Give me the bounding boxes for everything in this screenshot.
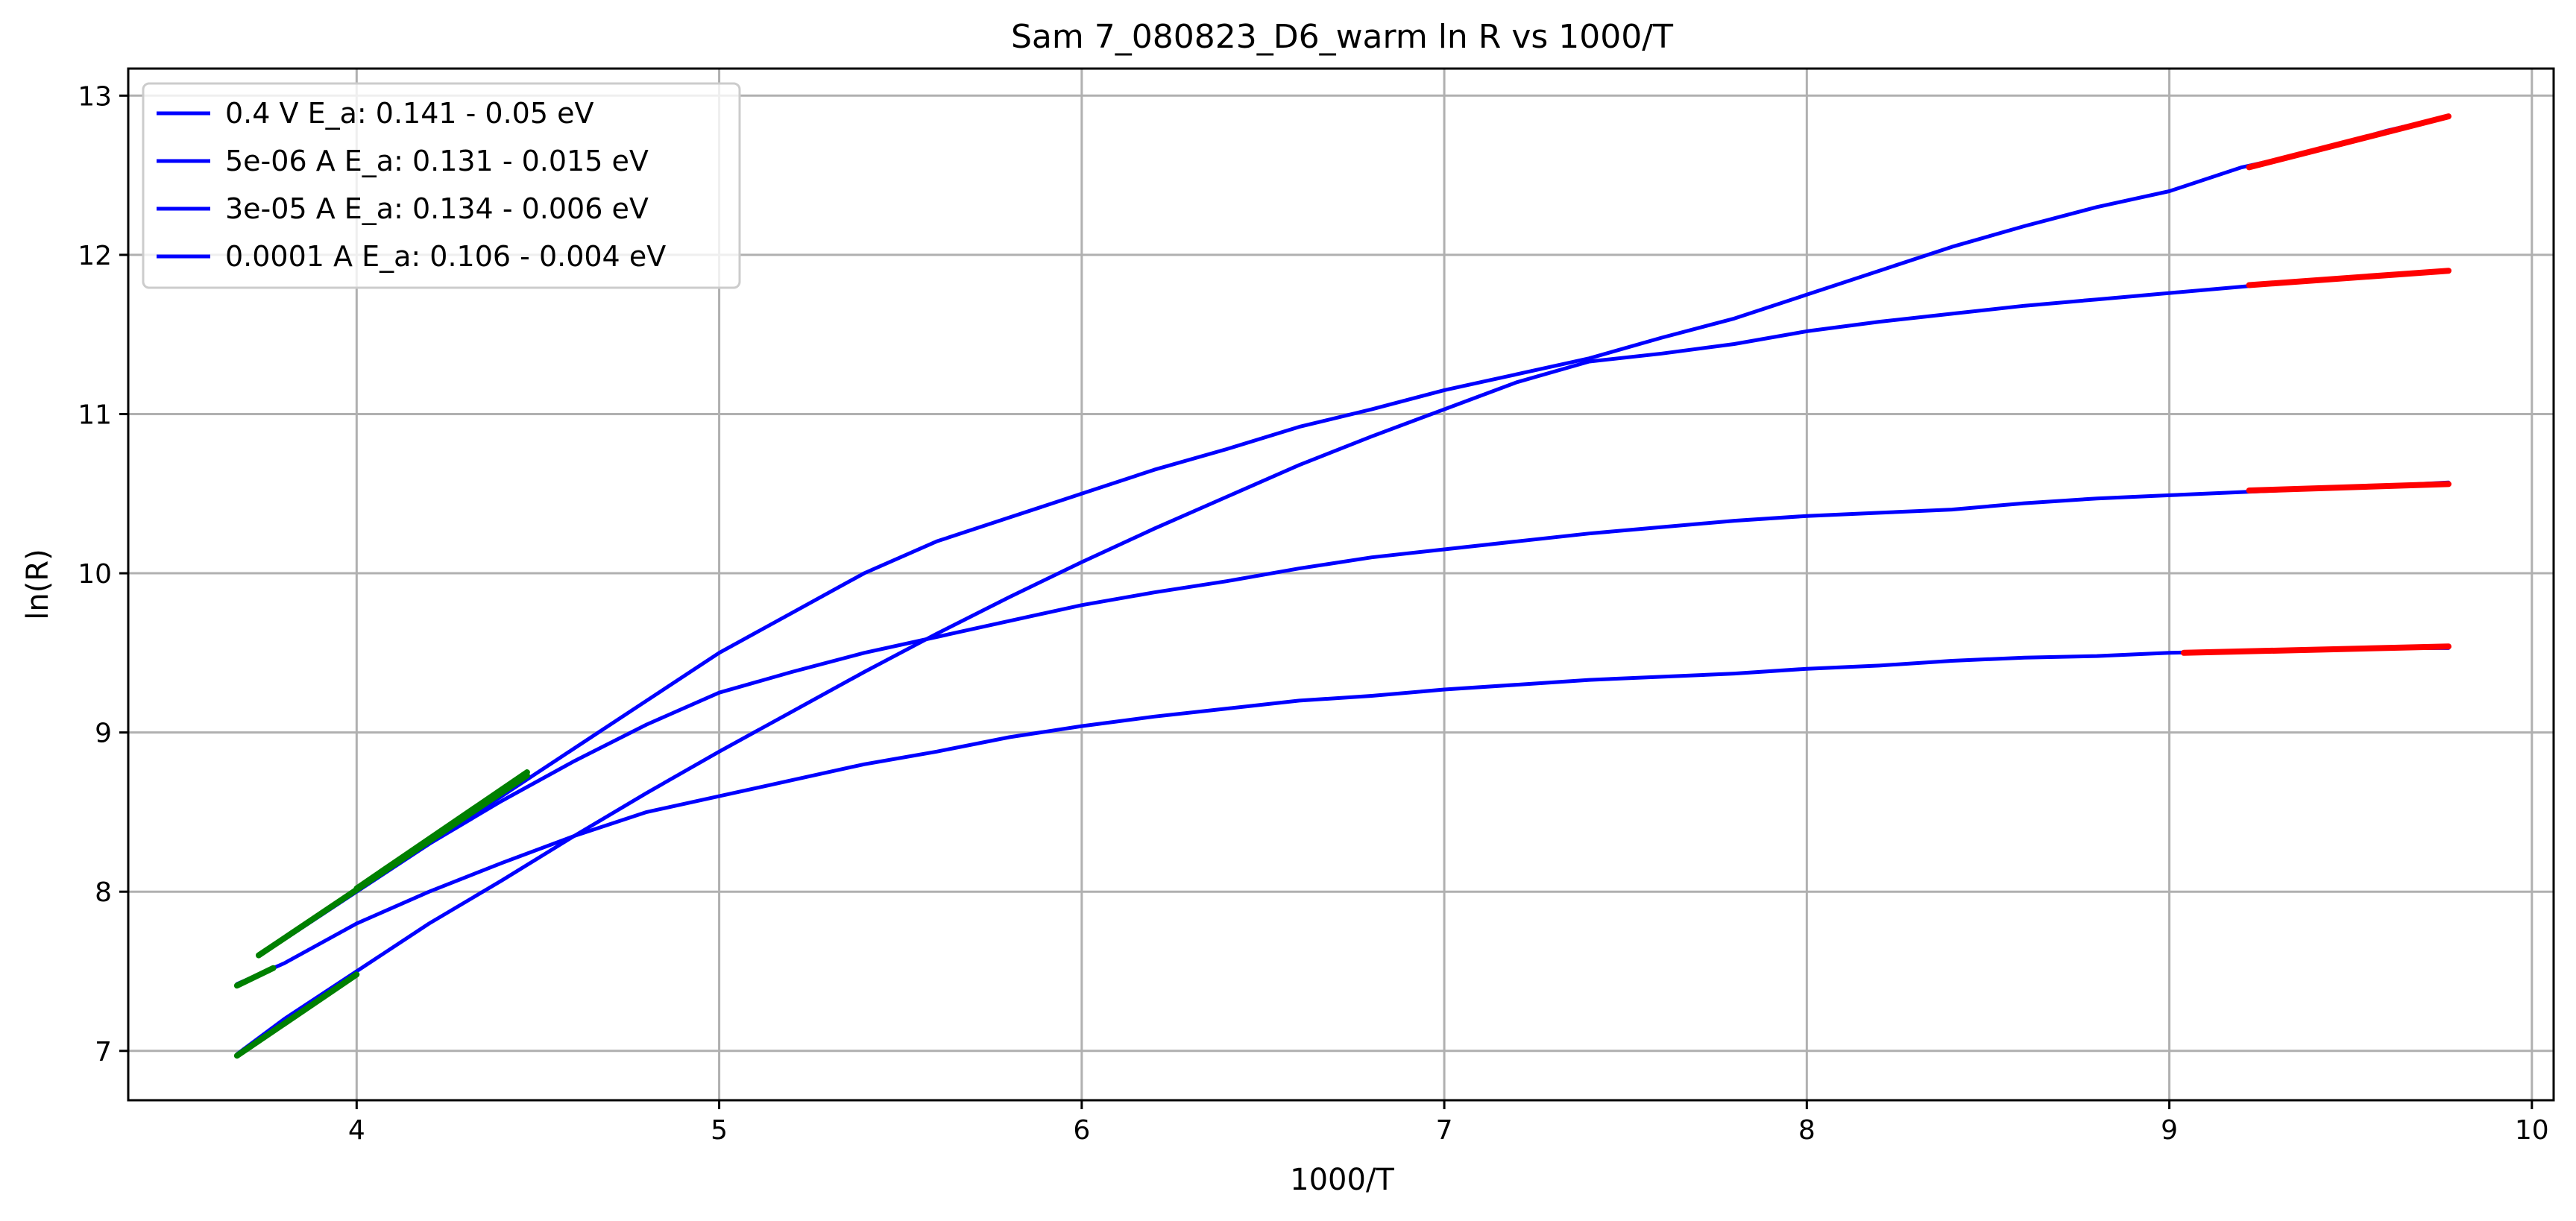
x-tick-label: 5 — [711, 1115, 728, 1146]
series-line-2 — [235, 268, 2451, 1056]
legend: 0.4 V E_a: 0.141 - 0.05 eV 5e-06 A E_a: 0… — [142, 82, 741, 289]
y-axis-label: ln(R) — [21, 549, 55, 619]
high-temperature-fit-line-3 — [233, 965, 277, 989]
legend-box — [142, 82, 741, 289]
plot-frame — [127, 67, 2555, 1102]
high-temperature-fits — [233, 769, 530, 1059]
series-line-3 — [235, 646, 2451, 986]
x-tick-label: 6 — [1073, 1115, 1090, 1146]
low-temperature-fit-line-4 — [2246, 481, 2451, 493]
y-tick-label: 12 — [78, 241, 112, 271]
y-tick-label: 10 — [78, 559, 112, 590]
low-temperature-fit-line-2 — [2246, 268, 2451, 288]
x-tick-label: 8 — [1798, 1115, 1816, 1146]
series-line-4 — [282, 480, 2451, 941]
high-temperature-fit-line-2 — [233, 971, 360, 1059]
y-tick-label: 11 — [78, 400, 112, 430]
y-tick-label: 7 — [95, 1037, 112, 1067]
legend-label: 0.0001 A E_a: 0.106 - 0.004 eV — [225, 240, 666, 273]
legend-label: 5e-06 A E_a: 0.131 - 0.015 eV — [225, 145, 649, 177]
legend-label: 0.4 V E_a: 0.141 - 0.05 eV — [225, 97, 593, 130]
x-tick-label: 10 — [2515, 1115, 2549, 1146]
x-tick-label: 4 — [348, 1115, 365, 1146]
chart-title: Sam 7_080823_D6_warm ln R vs 1000/T — [1011, 18, 1673, 56]
x-tick-label: 7 — [1436, 1115, 1453, 1146]
data-series — [235, 114, 2451, 1056]
legend-label: 3e-05 A E_a: 0.134 - 0.006 eV — [225, 192, 649, 225]
low-temperature-fit-line-1 — [2246, 113, 2451, 171]
series-line-1 — [282, 114, 2451, 941]
y-axis-ticks: 7 8 9 10 11 12 13 — [78, 81, 128, 1067]
low-temperature-fits — [2181, 113, 2451, 656]
y-tick-label: 8 — [95, 877, 112, 908]
x-tick-label: 9 — [2161, 1115, 2178, 1146]
y-tick-label: 9 — [95, 719, 112, 749]
y-tick-label: 13 — [78, 81, 112, 112]
x-axis-ticks: 4 5 6 7 8 9 10 — [348, 1100, 2549, 1146]
grid-lines — [128, 69, 2554, 1100]
x-axis-label: 1000/T — [1290, 1163, 1394, 1197]
low-temperature-fit-line-3 — [2181, 643, 2451, 656]
high-temperature-fit-line-4 — [353, 769, 530, 892]
